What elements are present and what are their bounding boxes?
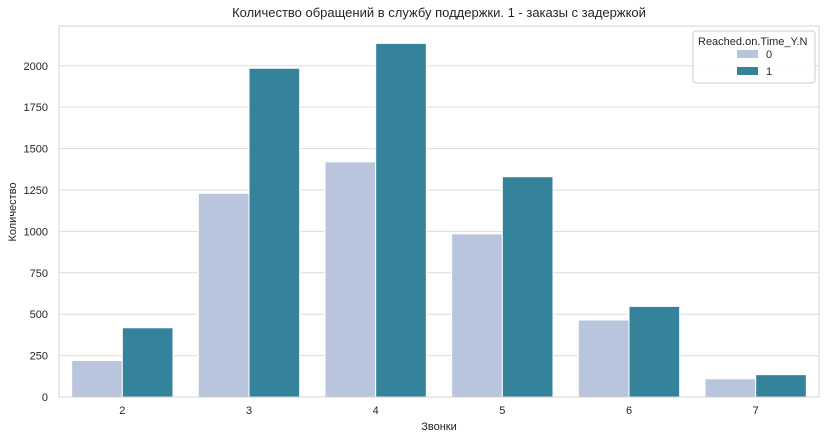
legend-label-0: 0 (766, 49, 772, 61)
bar-2-series-0 (71, 360, 123, 398)
y-tick-labels: 0 250 500 750 1000 1250 1500 1750 2000 (24, 61, 48, 404)
y-tick-label: 1000 (24, 226, 48, 238)
y-tick-label: 0 (42, 392, 48, 404)
plot-border (58, 25, 820, 398)
bar-6-series-0 (577, 319, 630, 398)
y-axis-label: Количество (7, 182, 19, 241)
legend-label-1: 1 (766, 66, 772, 78)
y-tick-label: 500 (30, 309, 48, 321)
bar-3-series-0 (197, 192, 250, 398)
x-tick-label: 6 (626, 405, 632, 417)
x-tick-label: 2 (119, 405, 125, 417)
bar-7-series-0 (704, 378, 757, 398)
bar-4-series-1 (375, 42, 427, 398)
x-tick-label: 3 (246, 405, 252, 417)
bar-6-series-1 (628, 305, 681, 398)
bar-7-series-1 (755, 374, 807, 398)
x-tick-label: 4 (373, 405, 379, 417)
y-tick-label: 1500 (24, 144, 48, 156)
legend-swatch-0 (737, 50, 758, 58)
legend: Reached.on.Time_Y.N 0 1 (692, 30, 816, 84)
y-tick-label: 1750 (24, 102, 48, 114)
legend-swatch-1 (737, 67, 758, 75)
gridlines (59, 65, 819, 398)
y-tick-label: 1250 (24, 185, 48, 197)
y-tick-label: 750 (30, 268, 48, 280)
x-tick-labels: 2 3 4 5 6 7 (119, 405, 758, 417)
chart-title: Количество обращений в службу поддержки.… (232, 5, 646, 20)
x-axis-label: Звонки (421, 421, 457, 433)
bar-4-series-0 (324, 161, 377, 398)
bar-2-series-1 (121, 327, 174, 398)
x-tick-label: 7 (753, 405, 759, 417)
x-tick-label: 5 (499, 405, 505, 417)
bar-5-series-0 (451, 233, 503, 398)
bar-3-series-1 (248, 67, 301, 398)
bar-5-series-1 (501, 176, 554, 398)
y-tick-label: 250 (30, 351, 48, 363)
bars (71, 42, 807, 398)
legend-title: Reached.on.Time_Y.N (698, 36, 808, 48)
y-tick-label: 2000 (24, 61, 48, 73)
